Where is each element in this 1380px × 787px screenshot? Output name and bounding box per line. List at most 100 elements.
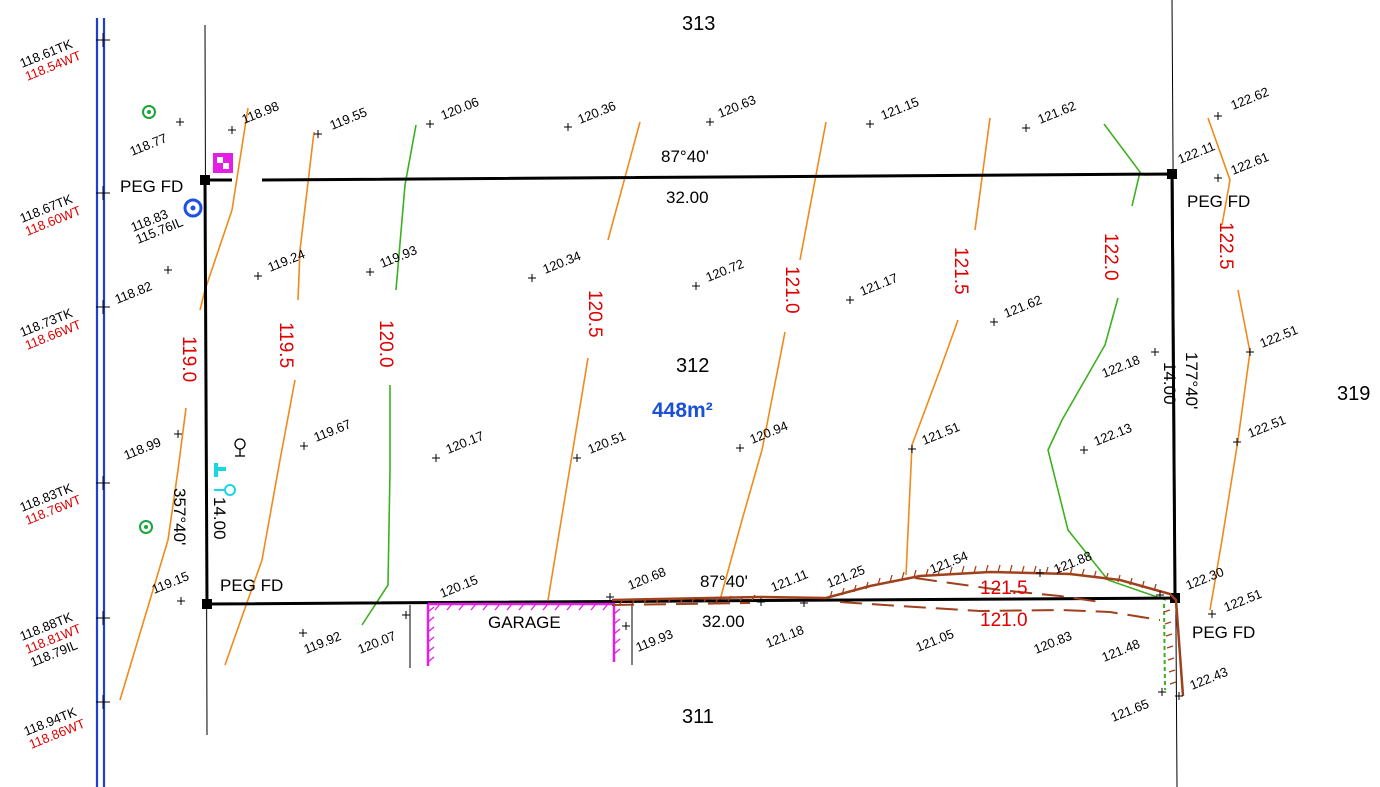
spot-level: 121.48 [1100,636,1142,665]
spot-level: 119.24 [266,246,308,274]
peg-label-ne: PEG FD [1187,192,1250,211]
contour-121-5-dashed [914,577,1101,603]
spot-level: 121.15 [879,94,921,123]
spot-level: 120.63 [716,92,758,121]
contour-line [395,124,417,291]
spot-level: 120.68 [626,564,668,593]
spot-level: 119.67 [312,416,354,444]
contour-label: 121.5 [950,247,971,295]
contour-line [1163,603,1166,691]
spot-level: 119.93 [634,626,676,654]
spot-level: 120.51 [586,428,628,457]
stormwater-pit-icon [213,153,233,173]
lot-area: 448m² [652,399,713,422]
contour-line [1047,297,1167,601]
kerb-level: 118.94TK 118.86WT [22,704,88,752]
west-bearing: 357°40' [170,488,189,545]
spot-level: 121.62 [1036,98,1078,127]
spot-level: 122.61 [1229,149,1271,178]
lot-number-east: 319 [1337,383,1370,405]
contour-label: 122.0 [1100,233,1121,281]
contour-labels: 119.0 119.5 120.0 120.5 121.0 121.5 122.… [178,222,1236,631]
spot-level: 118.98 [240,98,282,126]
tree-icon [139,520,153,534]
spot-level: 120.72 [704,256,746,285]
kerb-level: 118.67TK 118.60WT [18,191,84,239]
east-distance: 14.00 [1160,362,1179,405]
spot-level: 118.82 [113,278,155,306]
east-bearing: 177°40' [1182,352,1201,409]
peg-label-se: PEG FD [1192,623,1255,642]
spot-level: 120.36 [576,98,618,127]
peg-marker [1167,169,1177,179]
lot-number-south: 311 [682,706,714,728]
contour-121-0-dashed [839,601,1161,621]
contour-label: 120.0 [375,320,396,368]
peg-marker [202,599,212,609]
lot-number-subject: 312 [676,355,709,377]
spot-level: 120.83 [1032,628,1074,657]
west-distance: 14.00 [210,497,229,540]
spot-level: 121.11 [769,566,811,594]
kerb-level: 118.83TK 118.76WT [18,480,84,528]
spot-level: 122.43 [1188,664,1230,693]
contour-line [1103,123,1141,207]
contour-line [199,107,249,311]
bearings-distances: 87°40' 32.00 87°40' 32.00 357°40' 14.00 … [170,147,1201,632]
contour-line [119,407,187,701]
spot-level: 119.55 [328,104,370,132]
pit-level: 118.83 115.76IL [129,206,186,246]
contour-line [905,319,959,576]
embankment [611,564,1185,697]
spot-level: 119.92 [302,628,344,656]
lot-labels: 313 311 319 312 448m² [652,13,1370,728]
spot-level: 120.15 [438,572,480,601]
spot-level: 120.94 [748,418,790,447]
sewer-manhole-icon [183,198,203,218]
spot-level: 121.51 [920,419,962,448]
spot-level: 121.62 [1002,292,1044,321]
spot-level: 121.18 [764,622,806,651]
contour-line [607,121,641,241]
spot-level: 121.17 [858,270,900,299]
spot-level: 119.15 [150,568,192,596]
embankment-hatching [829,564,1177,685]
contour-label: 122.5 [1215,222,1236,270]
contour-line [224,379,296,666]
contour-label: 121.0 [980,610,1028,631]
contour-lines-green [361,123,1167,691]
lot-boundary [200,169,1180,609]
spot-level: 122.51 [1246,412,1288,441]
contour-lines-orange [119,107,1251,701]
contour-line [361,385,391,626]
north-distance: 32.00 [666,188,709,207]
symbols [139,105,246,534]
contour-line [799,121,827,261]
south-bearing: 87°40' [700,572,748,591]
contour-label: 121.0 [781,266,802,314]
contour-label: 121.5 [980,578,1028,599]
kerb-level: 118.88TK 118.81WT 118.79IL [18,609,84,670]
spot-level-marks [96,33,1254,709]
contour-line [1209,289,1251,611]
spot-level: 120.17 [444,428,486,457]
light-pole-icon [234,438,246,457]
contour-line [1207,117,1231,226]
contour-line [547,357,589,601]
spot-level: 120.06 [439,94,481,123]
garage-hatching [427,603,621,663]
south-distance: 32.00 [702,612,745,631]
spot-level: 118.99 [122,434,164,462]
peg-label-nw: PEG FD [120,177,183,196]
embankment-hatching [619,594,756,605]
north-bearing: 87°40' [661,147,709,166]
spot-level: 118.77 [128,130,170,158]
tree-icon [142,105,156,119]
peg-labels: PEG FD PEG FD PEG FD PEG FD [120,177,1255,642]
spot-level: 120.34 [541,248,583,277]
spot-level: 122.62 [1229,84,1271,113]
contour-line [297,131,315,301]
contour-label: 119.5 [275,322,296,368]
spot-level: 121.05 [914,626,956,655]
